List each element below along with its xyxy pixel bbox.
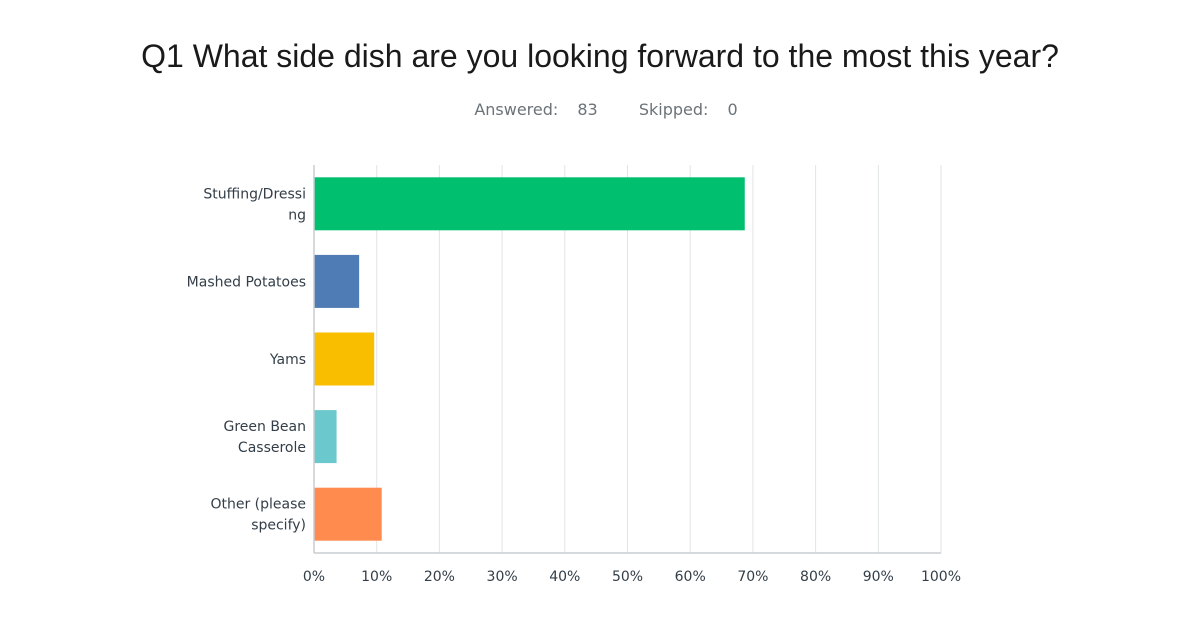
- x-tick-label: 90%: [863, 569, 894, 585]
- x-tick-label: 60%: [675, 569, 706, 585]
- x-tick-label: 80%: [800, 569, 831, 585]
- category-label: Stuffing/Dressi ng: [203, 186, 306, 223]
- skipped-stat: Skipped: 0: [627, 100, 738, 119]
- skipped-label: Skipped:: [638, 100, 709, 119]
- bar: [314, 410, 337, 464]
- category-label: Green Bean Casserole: [223, 419, 306, 456]
- category-label: Yams: [269, 352, 306, 368]
- x-tick-label: 0%: [303, 569, 325, 585]
- x-tick-label: 100%: [921, 569, 961, 585]
- answered-value: 83: [577, 100, 598, 119]
- bar: [314, 177, 745, 231]
- answered-stat: Answered: 83: [462, 100, 597, 119]
- response-stats: Answered: 83 Skipped: 0: [0, 100, 1200, 119]
- x-tick-label: 30%: [487, 569, 518, 585]
- bar: [314, 487, 382, 541]
- category-label: Mashed Potatoes: [187, 274, 306, 290]
- x-tick-label: 10%: [361, 569, 392, 585]
- category-label: Other (please specify): [210, 497, 306, 534]
- x-tick-label: 50%: [612, 569, 643, 585]
- bar: [314, 254, 360, 308]
- x-tick-label: 40%: [549, 569, 580, 585]
- x-tick-label: 70%: [737, 569, 768, 585]
- bar: [314, 332, 375, 386]
- x-tick-label: 20%: [424, 569, 455, 585]
- question-title: Q1 What side dish are you looking forwar…: [141, 38, 1059, 74]
- skipped-value: 0: [727, 100, 738, 119]
- answered-label: Answered:: [474, 100, 559, 119]
